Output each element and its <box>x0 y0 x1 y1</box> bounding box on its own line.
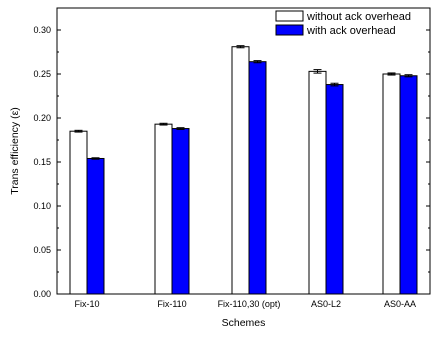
legend-label-0: without ack overhead <box>306 11 411 23</box>
y-tick-label-4: 0.20 <box>33 113 51 123</box>
bar-with-ack-1 <box>171 128 190 295</box>
y-axis-title: Trans efficiency (ε) <box>9 107 21 195</box>
y-tick-label-6: 0.30 <box>33 25 51 35</box>
x-axis-title: Schemes <box>222 317 266 329</box>
chart-axes: 0.00 0.05 0.10 0.15 0.20 0.25 0.30 Fix-10 Fix-11… <box>33 7 431 309</box>
bar-with-ack-3 <box>325 84 344 295</box>
legend-swatch-1 <box>275 24 304 36</box>
legend-swatch-0 <box>275 10 304 22</box>
x-tick-label-2: Fix-110,30 (opt) <box>218 299 281 309</box>
y-tick-label-3: 0.15 <box>33 157 51 167</box>
bar-with-ack-2 <box>248 61 267 295</box>
y-tick-label-5: 0.25 <box>33 69 51 79</box>
bar-without-ack-1 <box>154 123 173 295</box>
bar-with-ack-4 <box>399 75 418 295</box>
legend: without ack overhead with ack overhead <box>275 10 411 37</box>
y-tick-label-1: 0.05 <box>33 245 51 255</box>
x-tick-label-1: Fix-110 <box>157 299 186 309</box>
chart-marks <box>69 45 418 295</box>
bar-without-ack-4 <box>382 73 401 295</box>
x-tick-label-4: AS0-AA <box>384 299 416 309</box>
x-tick-label-3: AS0-L2 <box>311 299 341 309</box>
bar-without-ack-3 <box>308 70 327 295</box>
y-tick-label-0: 0.00 <box>33 289 51 299</box>
x-tick-label-0: Fix-10 <box>74 299 99 309</box>
plot-frame <box>56 7 431 295</box>
bar-without-ack-2 <box>231 46 250 295</box>
bar-with-ack-0 <box>86 157 105 295</box>
bar-without-ack-0 <box>69 130 88 295</box>
y-tick-label-2: 0.10 <box>33 201 51 211</box>
legend-label-1: with ack overhead <box>306 25 396 37</box>
